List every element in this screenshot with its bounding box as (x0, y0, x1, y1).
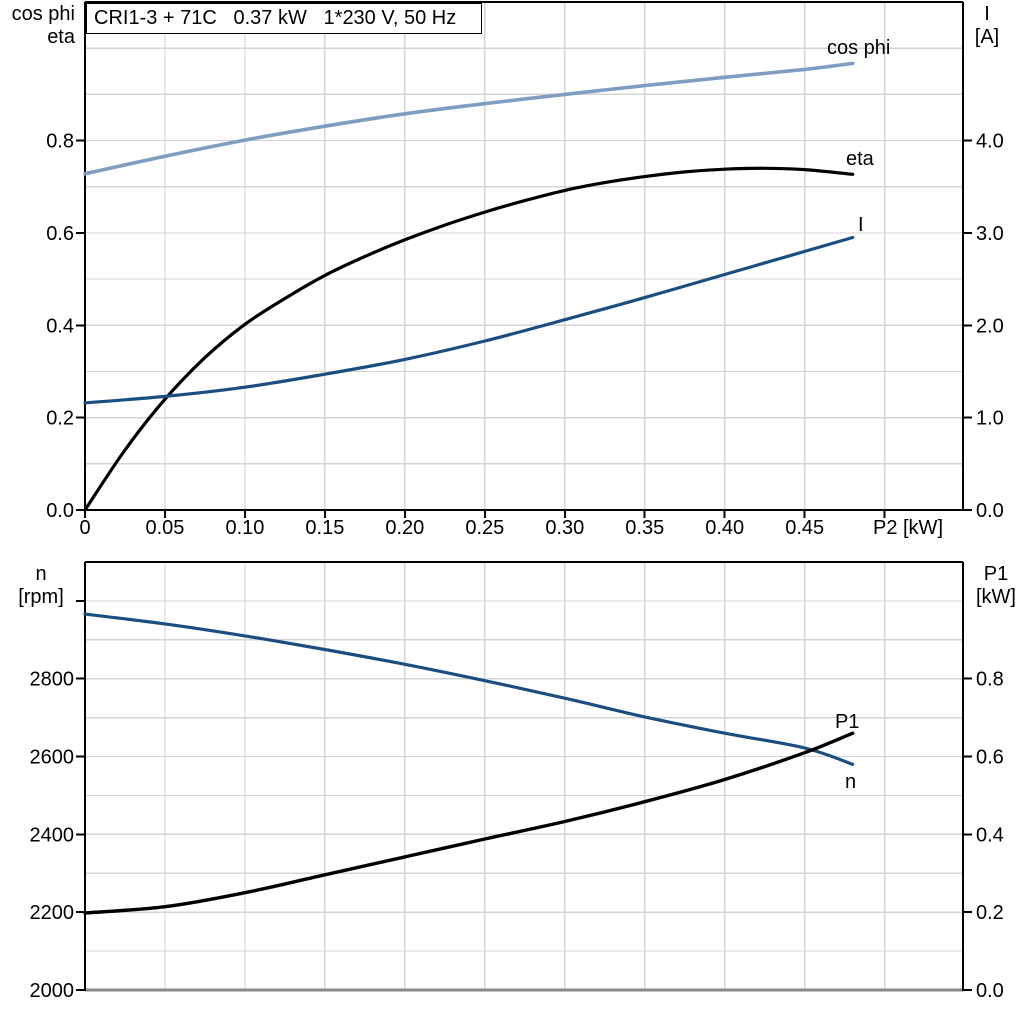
right-axis-title-line2: [A] (974, 26, 1000, 48)
right-tick-label: 0.2 (976, 902, 1004, 924)
tick-labels-chart1: 2000 2200 2400 2600 2800 0.0 0.2 0.4 0.6 0.8 (30, 669, 1004, 1002)
right-tick-label: 0.0 (976, 500, 1004, 522)
left-tick-label: 0.0 (46, 500, 74, 522)
right-tick-label: 1.0 (976, 408, 1004, 430)
x-tick-label: 0.35 (625, 517, 664, 539)
curve-eta (83, 166, 855, 512)
right-axis-title-line1: I (984, 3, 990, 25)
x-tick-label: 0.05 (145, 517, 184, 539)
chart-title: CRI1-3 + 71C 0.37 kW 1*230 V, 50 Hz (94, 7, 457, 29)
curve-I (83, 235, 855, 405)
left-tick-label: 0.6 (46, 223, 74, 245)
right-tick-label: 2.0 (976, 315, 1004, 337)
grid-chart0 (85, 2, 963, 510)
x-tick-label: 0.10 (225, 517, 264, 539)
left-axis-title-line1: n (35, 563, 47, 585)
x-tick-label: 0.15 (305, 517, 344, 539)
tick-labels-chart0: 0.0 0.2 0.4 0.6 0.8 0.0 1.0 2.0 3.0 4.0 0 0.05 0.10 0… (46, 131, 1004, 539)
curve-label-P1: P1 (835, 711, 859, 733)
right-axis-title-top-chart: I [A] (962, 3, 1012, 49)
left-tick-label: 2600 (30, 747, 75, 769)
right-axis-title-line2: [kW] (976, 586, 1016, 608)
right-tick-label: 4.0 (976, 131, 1004, 153)
left-axis-title-bottom-chart: n [rpm] (2, 563, 80, 609)
x-tick-label: 0.25 (465, 517, 504, 539)
left-tick-label: 2200 (30, 902, 75, 924)
left-tick-label: 0.4 (46, 315, 74, 337)
left-axis-title-line2: [rpm] (18, 586, 64, 608)
left-tick-label: 2400 (30, 824, 75, 846)
left-axis-title-top-chart: cos phi eta (0, 3, 75, 49)
left-axis-title-line1: cos phi (11, 3, 75, 25)
curve-P1 (83, 731, 855, 915)
right-axis-title-line1: P1 (983, 563, 1009, 585)
left-axis-title-line2: eta (47, 26, 75, 48)
right-tick-label: 0.0 (976, 980, 1004, 1002)
right-tick-label: 0.6 (976, 747, 1004, 769)
curve-cos-phi (83, 61, 855, 176)
left-tick-label: 2000 (30, 980, 75, 1002)
x-tick-label: 0 (79, 517, 90, 539)
curve-n (83, 612, 855, 766)
x-tick-label: 0.20 (385, 517, 424, 539)
grid-chart1 (85, 562, 963, 990)
chart-title-box: CRI1-3 + 71C 0.37 kW 1*230 V, 50 Hz (86, 3, 482, 34)
curve-label-cos-phi: cos phi (827, 37, 890, 59)
curve-label-n: n (845, 771, 856, 793)
x-tick-label: 0.30 (545, 517, 584, 539)
left-tick-label: 0.2 (46, 408, 74, 430)
axes-chart0 (76, 1, 972, 518)
curve-label-eta: eta (846, 148, 875, 170)
right-tick-label: 0.8 (976, 669, 1004, 691)
curves-chart0 (83, 61, 855, 512)
curves-chart1 (83, 612, 855, 915)
axes-chart1 (76, 561, 972, 992)
x-tick-label: 0.40 (705, 517, 744, 539)
x-tick-label: 0.45 (785, 517, 824, 539)
left-tick-label: 0.8 (46, 131, 74, 153)
left-tick-label: 2800 (30, 669, 75, 691)
x-axis-label: P2 [kW] (873, 517, 943, 539)
right-tick-label: 3.0 (976, 223, 1004, 245)
right-axis-title-bottom-chart: P1 [kW] (971, 563, 1021, 609)
right-tick-label: 0.4 (976, 824, 1004, 846)
curve-label-I: I (858, 214, 864, 236)
